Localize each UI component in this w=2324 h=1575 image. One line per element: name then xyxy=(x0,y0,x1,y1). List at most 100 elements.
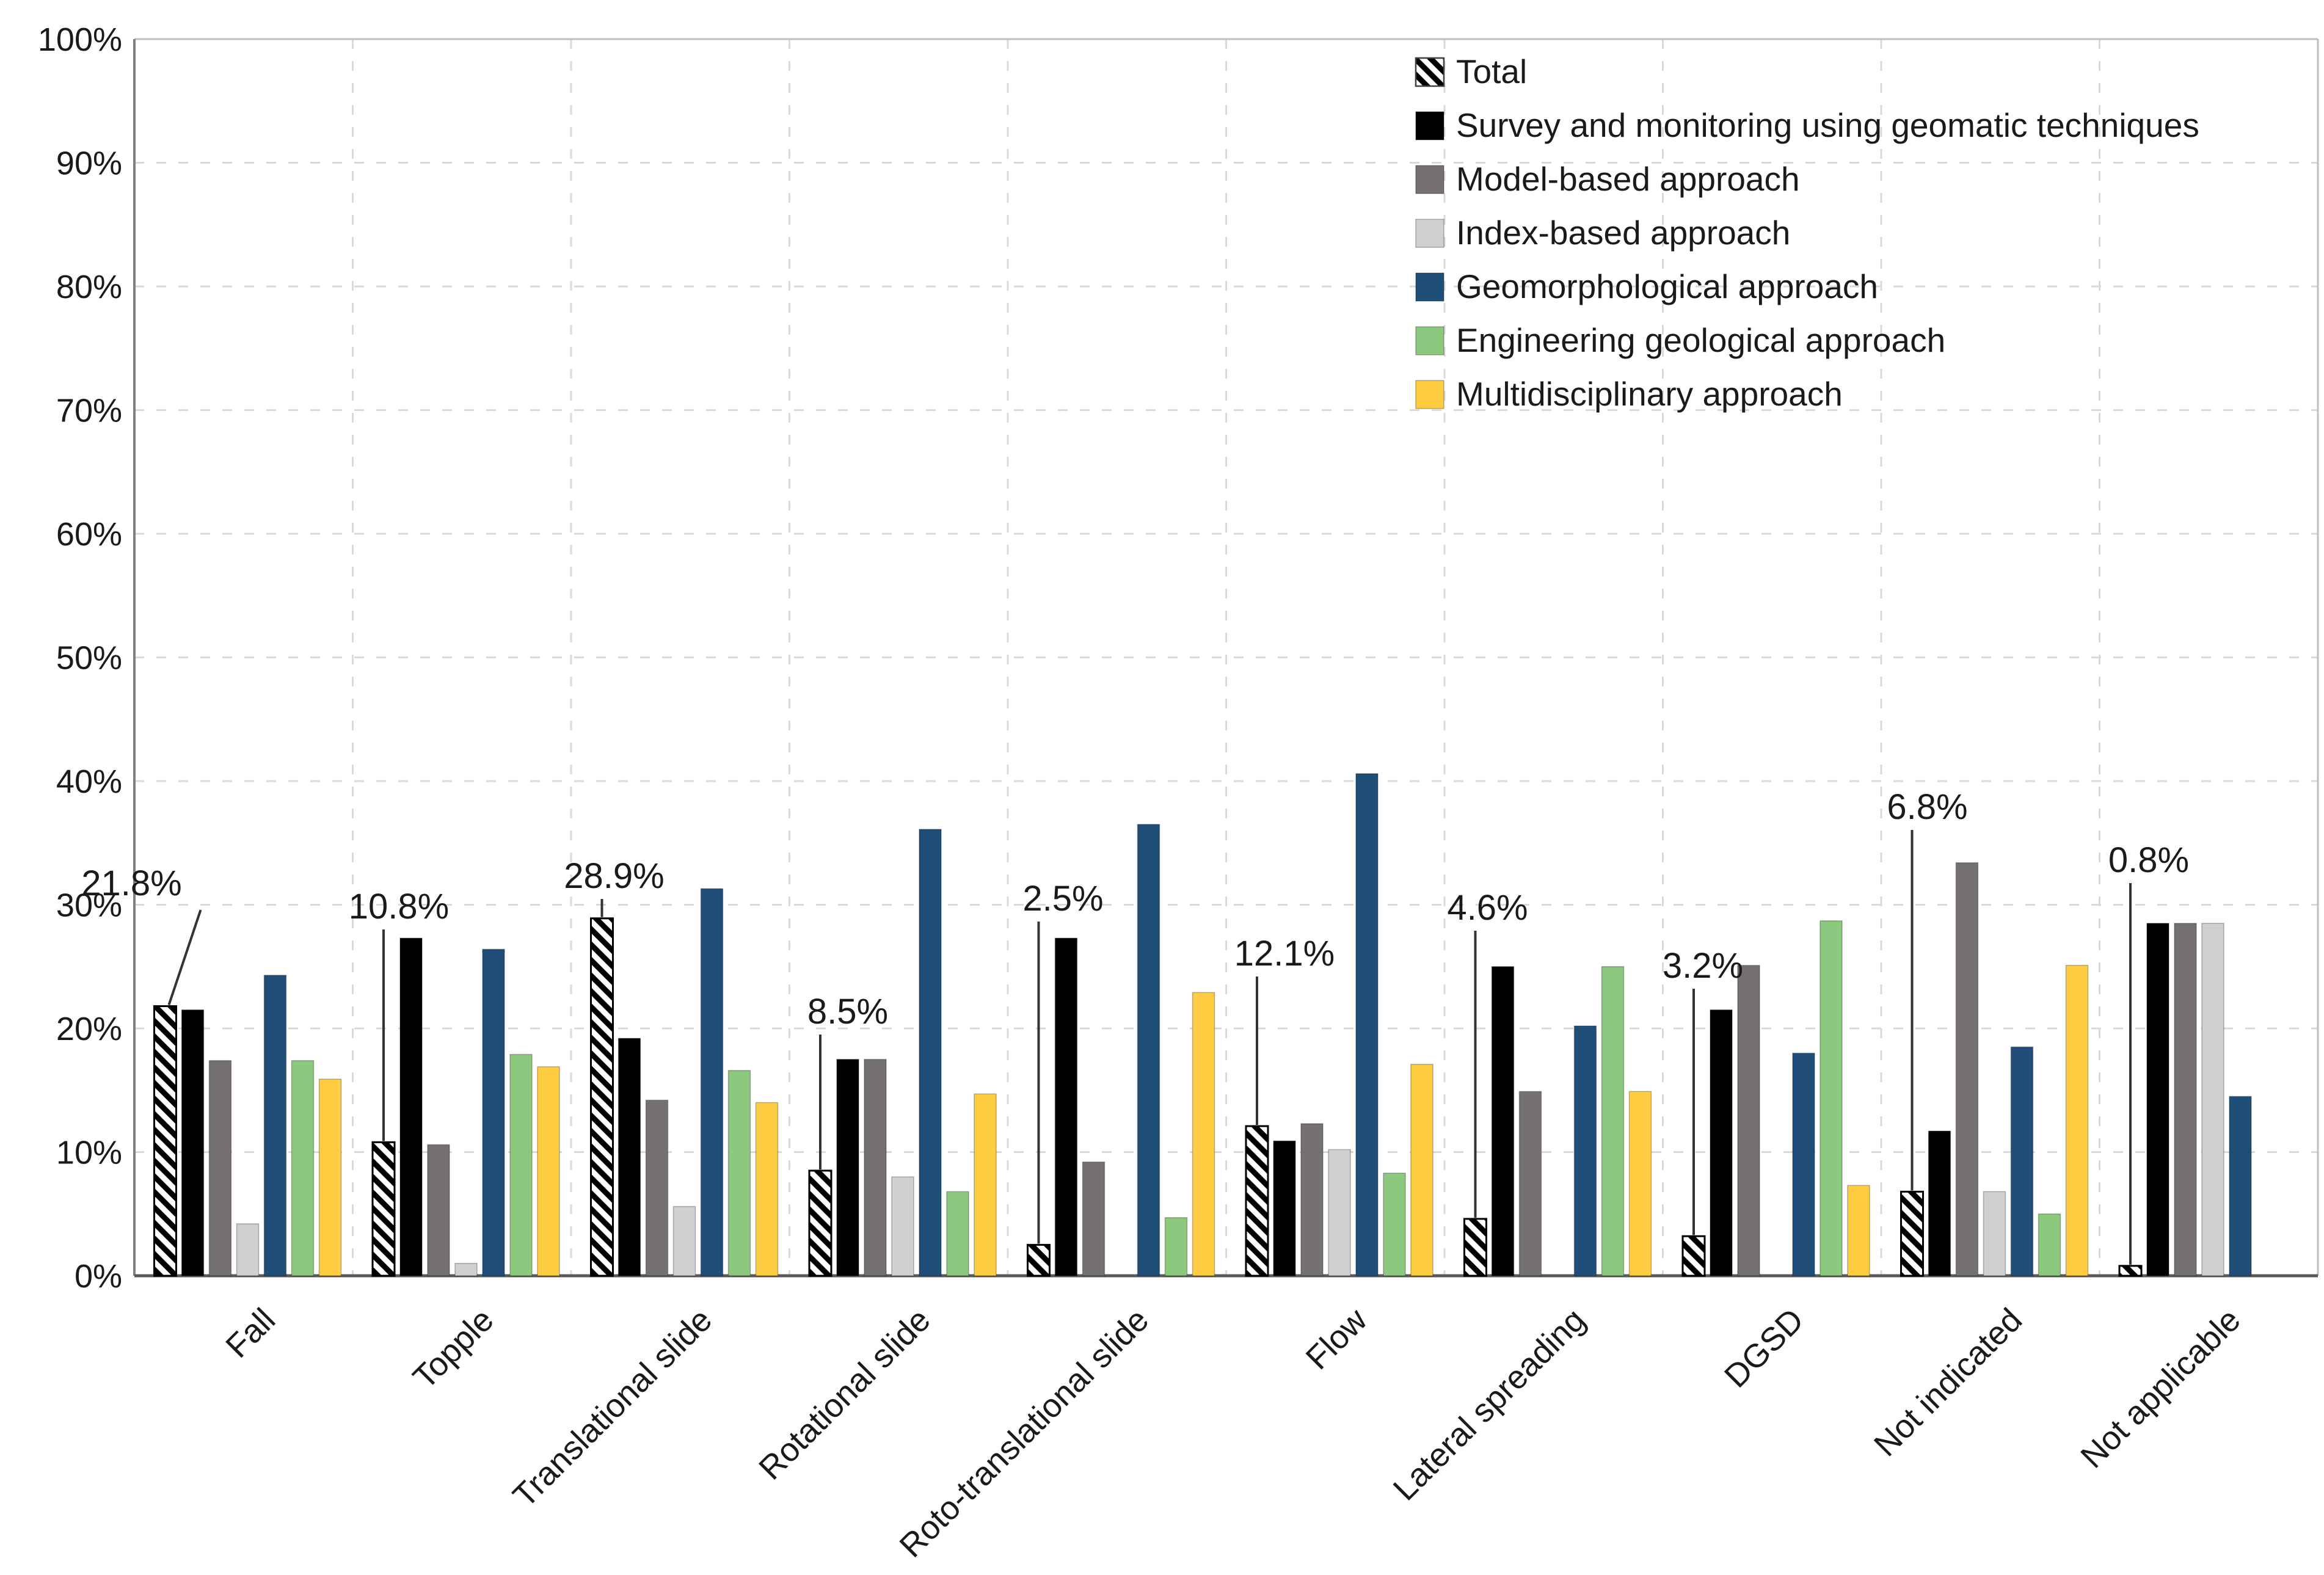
annotation-label: 4.6% xyxy=(1447,888,1528,928)
bar-s6-c0 xyxy=(318,1078,342,1276)
y-tick-label: 40% xyxy=(56,763,122,800)
bar-s2-c6 xyxy=(1518,1091,1542,1276)
y-tick-label: 80% xyxy=(56,269,122,305)
legend-label: Geomorphological approach xyxy=(1456,267,1878,305)
bar-s0-c0 xyxy=(153,1005,177,1277)
bar-s5-c7 xyxy=(1819,920,1843,1276)
bar-s0-c2 xyxy=(590,917,614,1277)
y-tick-label: 50% xyxy=(56,640,122,677)
bar-s1-c8 xyxy=(1928,1130,1951,1276)
y-tick-label: 90% xyxy=(56,145,122,182)
legend-swatch xyxy=(1415,272,1444,302)
legend-label: Engineering geological approach xyxy=(1456,321,1945,359)
bar-s2-c4 xyxy=(1082,1161,1106,1276)
bar-s5-c0 xyxy=(291,1060,315,1276)
bar-s4-c2 xyxy=(700,888,724,1276)
bar-s6-c4 xyxy=(1192,992,1215,1276)
bar-s3-c2 xyxy=(672,1206,696,1276)
bar-s6-c1 xyxy=(537,1066,560,1276)
bar-s6-c3 xyxy=(974,1093,997,1276)
annotation-line xyxy=(167,909,202,1006)
bar-s5-c4 xyxy=(1164,1217,1188,1276)
y-tick-label: 20% xyxy=(56,1011,122,1047)
x-axis-label: DGSD xyxy=(1718,1301,1811,1395)
legend-swatch xyxy=(1415,111,1444,140)
bar-s0-c9 xyxy=(2118,1265,2143,1277)
bar-s3-c3 xyxy=(891,1176,914,1276)
bar-s6-c8 xyxy=(2065,964,2089,1276)
bar-s1-c2 xyxy=(617,1038,641,1276)
bar-s0-c3 xyxy=(808,1169,832,1277)
annotation-label: 0.8% xyxy=(2108,840,2189,880)
bar-s5-c8 xyxy=(2038,1213,2061,1276)
y-tick-label: 10% xyxy=(56,1135,122,1171)
bar-s4-c4 xyxy=(1137,824,1160,1276)
bar-s3-c8 xyxy=(1983,1191,2006,1276)
bar-s2-c2 xyxy=(645,1099,669,1276)
bar-s0-c7 xyxy=(1681,1235,1706,1277)
legend-label: Index-based approach xyxy=(1456,214,1790,252)
bar-s5-c3 xyxy=(946,1191,969,1276)
y-tick-label: 30% xyxy=(56,887,122,924)
legend-label: Model-based approach xyxy=(1456,160,1800,198)
bar-s0-c6 xyxy=(1463,1218,1487,1277)
y-tick-label: 0% xyxy=(75,1258,122,1295)
annotation-label: 12.1% xyxy=(1234,934,1335,973)
bar-s2-c1 xyxy=(427,1144,450,1276)
y-tick-label: 100% xyxy=(38,21,122,58)
annotation-label: 10.8% xyxy=(349,887,449,926)
annotation-label: 2.5% xyxy=(1022,879,1103,918)
bar-s5-c5 xyxy=(1383,1173,1406,1276)
annotation-label: 6.8% xyxy=(1887,787,1967,827)
annotation-label: 21.8% xyxy=(81,864,181,903)
x-axis-label: Lateral spreading xyxy=(1386,1301,1593,1508)
legend-swatch xyxy=(1415,326,1444,355)
bar-s5-c2 xyxy=(727,1070,751,1276)
bar-s4-c1 xyxy=(482,948,505,1276)
bar-s2-c9 xyxy=(2174,923,2197,1276)
x-axis-label: Roto-translational slide xyxy=(892,1301,1156,1565)
bar-s3-c9 xyxy=(2201,923,2224,1276)
bar-s4-c3 xyxy=(919,829,942,1276)
bar-s2-c5 xyxy=(1300,1123,1324,1276)
y-tick-label: 60% xyxy=(56,516,122,553)
bar-s1-c9 xyxy=(2146,923,2169,1276)
annotation-label: 3.2% xyxy=(1663,946,1743,986)
x-axis-label: Flow xyxy=(1299,1301,1375,1377)
legend-swatch xyxy=(1415,380,1444,409)
x-axis-label: Fall xyxy=(219,1301,282,1365)
y-tick-label: 70% xyxy=(56,393,122,429)
bar-s2-c8 xyxy=(1955,862,1979,1276)
bar-s3-c0 xyxy=(236,1223,260,1276)
legend-label: Total xyxy=(1456,53,1527,90)
bar-s3-c5 xyxy=(1328,1149,1351,1276)
bar-s0-c5 xyxy=(1245,1125,1269,1277)
legend-label: Survey and monitoring using geomatic tec… xyxy=(1456,106,2199,144)
bar-s4-c8 xyxy=(2010,1046,2034,1276)
bar-s0-c8 xyxy=(1900,1190,1924,1277)
bar-s1-c7 xyxy=(1710,1009,1733,1276)
bar-s0-c4 xyxy=(1027,1243,1051,1277)
bar-s4-c9 xyxy=(2229,1096,2252,1276)
bar-s6-c2 xyxy=(755,1102,779,1276)
x-axis-label: Topple xyxy=(406,1301,501,1396)
legend-swatch xyxy=(1415,57,1445,87)
bar-s4-c7 xyxy=(1792,1052,1815,1276)
bar-s1-c0 xyxy=(181,1009,205,1276)
bar-s1-c3 xyxy=(836,1058,859,1276)
legend-swatch xyxy=(1415,219,1444,248)
bar-s1-c1 xyxy=(399,937,423,1276)
bar-s5-c6 xyxy=(1601,966,1625,1276)
legend-swatch xyxy=(1415,165,1444,194)
bar-s1-c4 xyxy=(1054,937,1078,1276)
x-axis-label: Not indicated xyxy=(1867,1301,2029,1463)
bar-s3-c1 xyxy=(454,1263,478,1276)
bar-s0-c1 xyxy=(371,1141,396,1277)
x-axis-label: Translational slide xyxy=(506,1301,719,1515)
legend-label: Multidisciplinary approach xyxy=(1456,375,1843,413)
bar-s4-c6 xyxy=(1573,1025,1597,1276)
bar-s1-c5 xyxy=(1273,1140,1296,1276)
bar-s2-c0 xyxy=(208,1060,232,1276)
